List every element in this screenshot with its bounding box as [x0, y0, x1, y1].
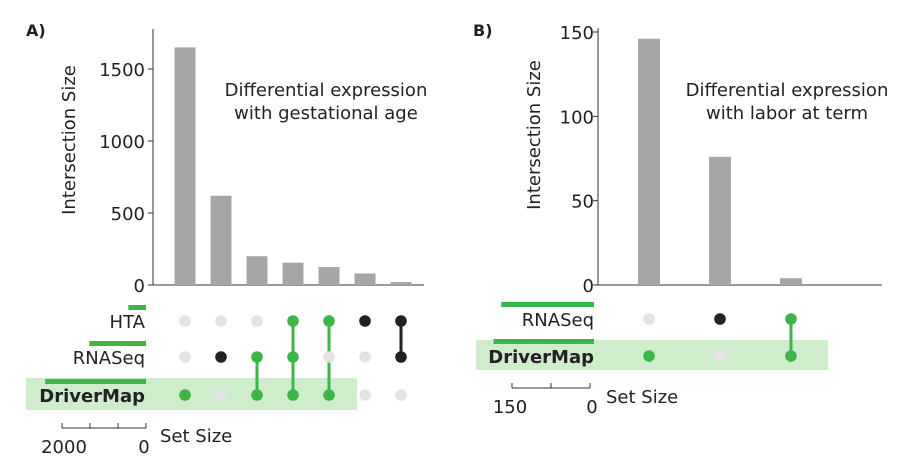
intersection-bar — [246, 256, 268, 285]
matrix-dot-filled — [287, 389, 299, 401]
set-size-bar — [45, 379, 147, 384]
y-tick-label: 0 — [134, 276, 145, 297]
matrix-dot-empty — [215, 389, 227, 401]
matrix-dot-filled — [287, 351, 299, 363]
matrix-dot-filled — [359, 315, 371, 327]
matrix-dot-empty — [643, 313, 655, 325]
set-label-drivermap: DriverMap — [39, 386, 145, 407]
set-size-tick-label: 0 — [138, 437, 149, 458]
matrix-dot-empty — [251, 315, 263, 327]
y-tick-label: 1500 — [99, 60, 145, 81]
annotation-line: Differential expression — [225, 80, 428, 101]
intersection-bar — [354, 273, 376, 285]
matrix-dot-empty — [179, 315, 191, 327]
y-tick-label: 50 — [571, 192, 594, 213]
intersection-bar — [318, 267, 340, 285]
intersection-bar — [282, 262, 304, 285]
panel-label: B) — [473, 21, 493, 40]
matrix-dot-empty — [323, 351, 335, 363]
intersection-bar — [780, 278, 802, 285]
set-size-bar — [501, 302, 594, 307]
set-size-tick-label: 0 — [586, 397, 597, 418]
matrix-dot-empty — [359, 351, 371, 363]
matrix-dot-filled — [395, 315, 407, 327]
set-size-tick-label: 2000 — [41, 437, 87, 458]
set-size-label: Set Size — [160, 426, 232, 447]
matrix-dot-filled — [395, 351, 407, 363]
matrix-dot-filled — [251, 389, 263, 401]
panel-label: A) — [26, 21, 46, 40]
set-size-label: Set Size — [606, 387, 678, 408]
y-tick-label: 100 — [560, 107, 594, 128]
intersection-bar — [210, 195, 232, 285]
matrix-dot-filled — [323, 315, 335, 327]
matrix-dot-filled — [785, 313, 797, 325]
set-size-bar — [89, 341, 146, 346]
matrix-dot-filled — [643, 350, 655, 362]
matrix-dot-empty — [395, 389, 407, 401]
matrix-dot-filled — [287, 315, 299, 327]
set-label-rnaseq: RNASeq — [522, 310, 594, 331]
set-size-bar — [493, 339, 594, 344]
intersection-bar — [390, 282, 412, 285]
panel-b: B) 0 50 100 150 Intersection Size Differential… — [473, 21, 888, 418]
intersection-bar — [638, 38, 660, 285]
y-axis-label: Intersection Size — [59, 65, 80, 215]
matrix-dot-empty — [714, 350, 726, 362]
matrix-dot-empty — [359, 389, 371, 401]
matrix-dot-filled — [179, 389, 191, 401]
annotation-line: Differential expression — [686, 80, 889, 101]
y-tick-label: 150 — [560, 23, 594, 44]
set-label-drivermap: DriverMap — [488, 347, 594, 368]
intersection-bar — [174, 47, 196, 286]
annotation-line: with labor at term — [706, 103, 868, 124]
intersection-bar — [709, 156, 731, 285]
set-size-tick-label: 150 — [493, 397, 527, 418]
y-tick-label: 1000 — [99, 132, 145, 153]
y-tick-label: 0 — [583, 276, 594, 297]
matrix-dot-filled — [785, 350, 797, 362]
set-label-rnaseq: RNASeq — [73, 348, 145, 369]
annotation-line: with gestational age — [234, 103, 418, 124]
matrix-dot-filled — [323, 389, 335, 401]
y-tick-label: 500 — [111, 204, 145, 225]
matrix-dot-filled — [714, 313, 726, 325]
y-axis-label: Intersection Size — [524, 60, 545, 210]
matrix-dot-empty — [179, 351, 191, 363]
matrix-dot-filled — [215, 351, 227, 363]
set-size-bar — [128, 305, 146, 310]
matrix-dot-filled — [251, 351, 263, 363]
matrix-dot-empty — [215, 315, 227, 327]
panel-a: A) 0 500 1000 1500 Intersection Size Different… — [26, 21, 427, 458]
set-label-hta: HTA — [110, 312, 146, 333]
